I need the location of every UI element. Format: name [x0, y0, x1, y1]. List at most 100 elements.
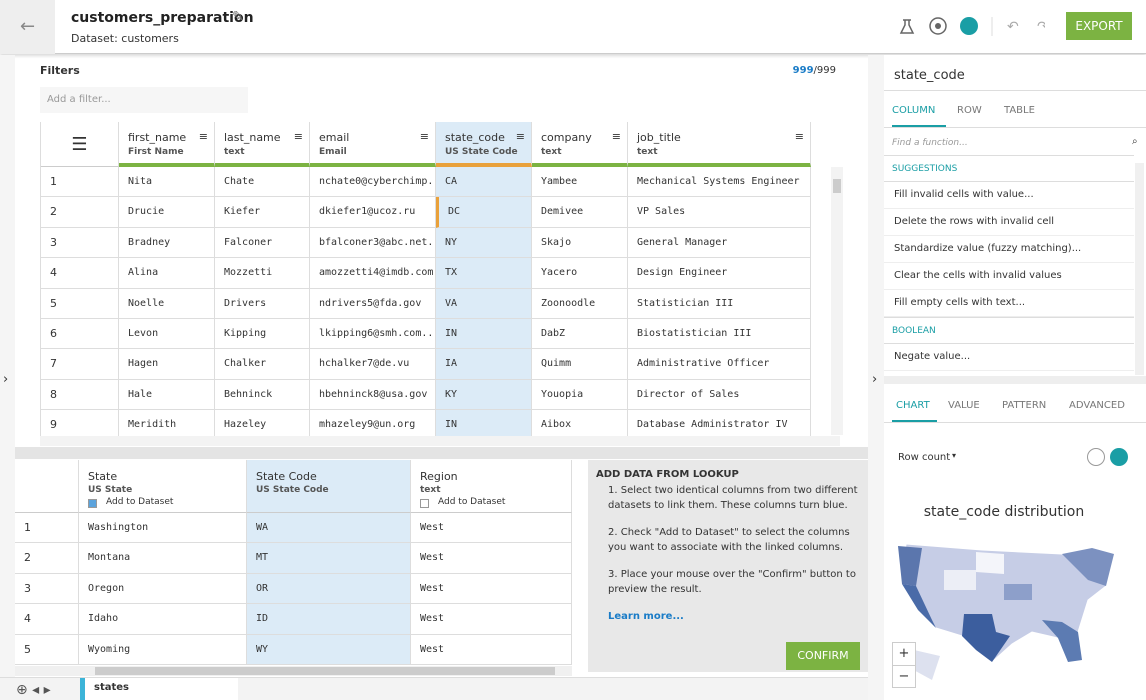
- function-item[interactable]: Standardize value (fuzzy matching)...: [884, 236, 1134, 263]
- cell: Skajo: [532, 227, 628, 259]
- edit-icon[interactable]: ✎: [232, 9, 244, 25]
- data-grid: ☰ first_name First Name ≡ last_name text ≡ emai…: [40, 122, 843, 436]
- function-tab[interactable]: ROW: [957, 105, 982, 116]
- column-header[interactable]: state_code US State Code ≡: [436, 122, 532, 167]
- learn-more[interactable]: Learn more...: [608, 611, 684, 622]
- cell: Mechanical Systems Engineer: [628, 167, 811, 198]
- function-item[interactable]: Fill empty cells with text...: [884, 290, 1134, 317]
- function-item[interactable]: Fill invalid cells with value...: [884, 182, 1134, 209]
- column-type: text: [224, 147, 245, 157]
- undo[interactable]: ↶: [1007, 19, 1019, 35]
- column-type: text: [420, 485, 441, 495]
- header: [0, 0, 1146, 54]
- zoom-in[interactable]: +: [893, 643, 915, 666]
- filters-label: Filters: [40, 64, 80, 77]
- function-search[interactable]: Find a function...: [892, 138, 968, 148]
- chart-title: state_code distribution: [923, 504, 1085, 520]
- chart-tab[interactable]: ADVANCED: [1069, 400, 1125, 411]
- column-menu[interactable]: ≡: [515, 130, 525, 143]
- cell: nchate0@cyberchimp...: [310, 167, 436, 198]
- column-type: US State Code: [445, 147, 518, 157]
- lookup-header-index: [15, 460, 79, 513]
- row-index: 3: [15, 573, 79, 605]
- chart-tab[interactable]: PATTERN: [1002, 400, 1047, 411]
- lookup-tab[interactable]: states: [80, 678, 238, 700]
- add-checkbox[interactable]: [88, 499, 97, 508]
- cell: Demivee: [532, 197, 628, 228]
- function-item[interactable]: Clear the cells with invalid values: [884, 263, 1134, 290]
- row-index: 8: [41, 379, 119, 411]
- chart-tabs-divider: [884, 422, 1146, 423]
- settings-icon[interactable]: [929, 17, 947, 35]
- step: 1. Select two identical columns from two…: [608, 485, 858, 511]
- expand-left[interactable]: ›: [3, 372, 9, 387]
- cell: Administrative Officer: [628, 349, 811, 380]
- lookup-icon[interactable]: [960, 17, 978, 35]
- v-scrollbar[interactable]: [831, 167, 843, 435]
- lookup-column-header[interactable]: State Code US State Code: [247, 460, 411, 513]
- column-name: first_name: [128, 131, 187, 144]
- row-index: 4: [15, 604, 79, 635]
- cell: Hagen: [119, 349, 215, 380]
- zoom-controls: + −: [892, 642, 916, 688]
- column-menu[interactable]: ≡: [293, 130, 303, 143]
- grid-menu[interactable]: ☰: [41, 122, 119, 167]
- lookup-grid: State US State Add to Dataset State Code US …: [15, 460, 572, 666]
- lab-icon[interactable]: [899, 19, 915, 34]
- selected-count: 999: [792, 65, 814, 76]
- zoom-out[interactable]: −: [898, 669, 910, 684]
- cell: Aibox: [532, 410, 628, 436]
- filter-input[interactable]: Add a filter...: [40, 87, 248, 113]
- cell: NY: [436, 227, 532, 259]
- column-header[interactable]: job_title text ≡: [628, 122, 811, 167]
- add-checkbox[interactable]: [420, 499, 429, 508]
- column-header[interactable]: last_name text ≡: [215, 122, 310, 167]
- map-toggle[interactable]: [1110, 448, 1128, 466]
- bottom-controls[interactable]: ⊕ ◂ ▸: [16, 682, 51, 698]
- lookup-column-header[interactable]: Region text Add to Dataset: [411, 460, 572, 513]
- row-count-select[interactable]: Row count: [898, 452, 951, 463]
- confirm-button[interactable]: CONFIRM: [786, 642, 860, 670]
- cell: Oregon: [79, 573, 247, 605]
- function-tab[interactable]: COLUMN: [892, 105, 946, 127]
- back-button[interactable]: ←: [0, 0, 55, 54]
- chart-tab[interactable]: VALUE: [948, 400, 980, 411]
- toolbar-icons: ↶ ↷: [899, 17, 1045, 36]
- cell: Zoonoodle: [532, 288, 628, 319]
- column-type: Email: [319, 147, 347, 157]
- column-header[interactable]: company text ≡: [532, 122, 628, 167]
- row-index: 2: [15, 543, 79, 574]
- column-menu[interactable]: ≡: [611, 130, 621, 143]
- panel-splitter[interactable]: [884, 376, 1146, 384]
- functions-scrollbar[interactable]: [1135, 163, 1144, 375]
- cell: VP Sales: [628, 197, 811, 228]
- cell: Director of Sales: [628, 379, 811, 411]
- redo[interactable]: ↷: [1037, 19, 1045, 35]
- cell: Alina: [119, 258, 215, 289]
- cell: WY: [247, 634, 411, 665]
- column-menu[interactable]: ≡: [419, 130, 429, 143]
- function-item[interactable]: Negate value...: [884, 344, 1134, 371]
- column-menu[interactable]: ≡: [794, 130, 804, 143]
- column-header[interactable]: first_name First Name ≡: [119, 122, 215, 167]
- lookup-h-scrollbar[interactable]: [15, 666, 572, 676]
- search-icon[interactable]: ⌕: [1132, 136, 1138, 147]
- add-to-dataset: Add to Dataset: [106, 497, 174, 507]
- column-menu[interactable]: ≡: [198, 130, 208, 143]
- splitter[interactable]: [15, 447, 868, 459]
- function-item[interactable]: Delete the rows with invalid cell: [884, 209, 1134, 236]
- title: customers_preparation: [71, 10, 254, 26]
- bar-chart-toggle[interactable]: [1087, 448, 1105, 466]
- dropdown-caret[interactable]: ▾: [952, 451, 957, 460]
- lookup-column-header[interactable]: State US State Add to Dataset: [79, 460, 247, 513]
- cell: hbehninck8@usa.gov: [310, 379, 436, 411]
- column-header[interactable]: email Email ≡: [310, 122, 436, 167]
- h-scrollbar[interactable]: [40, 436, 840, 446]
- export-button[interactable]: EXPORT: [1066, 12, 1132, 40]
- cell: DabZ: [532, 319, 628, 350]
- side-title: state_code: [894, 68, 965, 83]
- function-tab[interactable]: TABLE: [1004, 105, 1035, 116]
- cell: Bradney: [119, 227, 215, 259]
- chart-tab[interactable]: CHART: [892, 400, 937, 422]
- collapse-right[interactable]: ›: [872, 372, 878, 387]
